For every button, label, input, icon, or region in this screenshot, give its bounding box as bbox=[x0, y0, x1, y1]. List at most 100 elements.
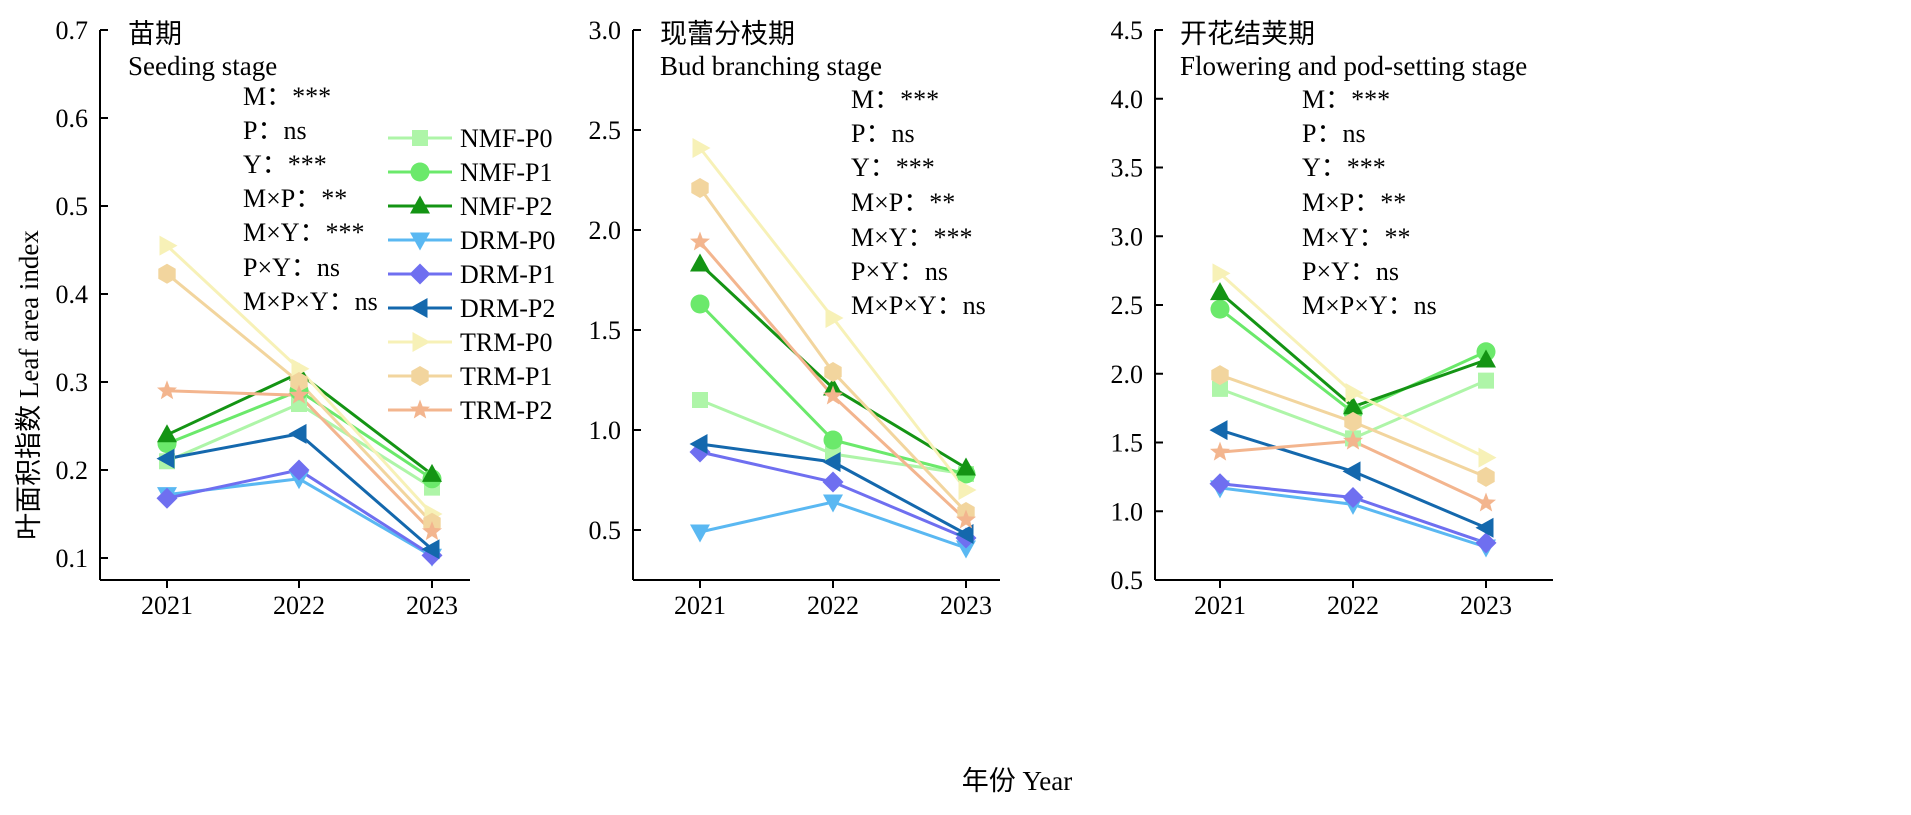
data-point-drm-p0 bbox=[823, 494, 843, 513]
data-point-nmf-p0 bbox=[1478, 372, 1494, 389]
data-point-drm-p1 bbox=[1342, 487, 1364, 508]
x-tick-label: 2021 bbox=[141, 591, 193, 620]
significance-label: P×Y：ns bbox=[1302, 257, 1399, 286]
x-axis-title: 年份 Year bbox=[962, 766, 1073, 796]
data-point-drm-p1 bbox=[1209, 473, 1231, 495]
significance-label: P×Y：ns bbox=[851, 257, 948, 286]
data-point-trm-p1 bbox=[290, 372, 308, 392]
data-point-drm-p1 bbox=[1475, 532, 1497, 554]
y-tick-label: 0.4 bbox=[56, 280, 89, 309]
legend-item-drm-p2: DRM-P2 bbox=[388, 294, 555, 323]
legend: NMF-P0 NMF-P1 NMF-P2 DRM-P0 DRM-P1 DRM-P2 TRM-… bbox=[388, 124, 555, 425]
y-tick-label: 0.5 bbox=[1111, 566, 1144, 595]
legend-label: TRM-P0 bbox=[460, 328, 552, 357]
data-point-trm-p0 bbox=[825, 308, 844, 328]
data-point-trm-p2 bbox=[157, 380, 177, 400]
significance-label: P×Y：ns bbox=[243, 253, 340, 282]
data-point-drm-p1 bbox=[288, 459, 310, 481]
legend-label: DRM-P0 bbox=[460, 226, 555, 255]
x-tick-label: 2023 bbox=[1460, 591, 1512, 620]
significance-label: M×P×Y：ns bbox=[1302, 291, 1437, 320]
legend-marker bbox=[411, 366, 429, 386]
significance-label: P：ns bbox=[851, 119, 915, 148]
y-tick-label: 1.0 bbox=[1111, 497, 1144, 526]
significance-label: M×Y：*** bbox=[243, 218, 365, 247]
data-point-trm-p2 bbox=[1476, 492, 1496, 512]
data-point-drm-p2 bbox=[689, 434, 708, 454]
data-point-trm-p1 bbox=[158, 263, 176, 284]
data-point-drm-p2 bbox=[955, 524, 974, 544]
y-tick-label: 3.0 bbox=[1111, 222, 1144, 251]
series-markers bbox=[1209, 263, 1497, 558]
significance-label: Y：*** bbox=[1302, 153, 1386, 182]
data-point-trm-p1 bbox=[691, 178, 709, 198]
legend-item-trm-p1: TRM-P1 bbox=[388, 362, 552, 391]
data-point-nmf-p2 bbox=[956, 457, 976, 476]
y-axis-title: 叶面积指数 Leaf area index bbox=[14, 230, 44, 540]
data-point-trm-p2 bbox=[289, 384, 309, 404]
legend-item-nmf-p1: NMF-P1 bbox=[388, 158, 552, 187]
y-tick-label: 2.5 bbox=[1111, 291, 1144, 320]
x-tick-label: 2021 bbox=[1194, 591, 1246, 620]
data-point-trm-p1 bbox=[824, 362, 842, 382]
chart-panel-3: 0.5 1.0 1.5 2.0 2.5 3.0 3.5 4.0 4.5 2021 2022 2023 开… bbox=[1111, 16, 1553, 620]
data-point-trm-p2 bbox=[690, 231, 710, 251]
legend-marker bbox=[409, 298, 428, 318]
x-tick-label: 2023 bbox=[940, 591, 992, 620]
data-point-trm-p0 bbox=[692, 138, 711, 158]
data-point-drm-p2 bbox=[1209, 420, 1228, 441]
legend-label: DRM-P1 bbox=[460, 260, 555, 289]
x-tick-label: 2021 bbox=[674, 591, 726, 620]
data-point-trm-p1 bbox=[1477, 466, 1495, 487]
legend-marker bbox=[410, 232, 430, 251]
x-tick-label: 2022 bbox=[807, 591, 859, 620]
chart-panel-1: 0.1 0.2 0.3 0.4 0.5 0.6 0.7 2021 2022 2023 苗期Seedi… bbox=[56, 16, 470, 620]
legend-marker bbox=[412, 130, 428, 146]
data-point-nmf-p2 bbox=[1343, 396, 1363, 415]
data-point-drm-p2 bbox=[822, 452, 841, 472]
legend-label: NMF-P0 bbox=[460, 124, 552, 153]
data-point-nmf-p0 bbox=[692, 392, 708, 408]
y-tick-label: 0.5 bbox=[56, 192, 89, 221]
data-point-trm-p1 bbox=[1211, 365, 1229, 386]
legend-marker bbox=[409, 263, 431, 285]
legend-item-trm-p2: TRM-P2 bbox=[388, 396, 552, 425]
panel-title-en: Bud branching stage bbox=[660, 51, 882, 81]
y-tick-label: 2.5 bbox=[589, 116, 622, 145]
data-point-nmf-p2 bbox=[1210, 282, 1230, 301]
data-point-drm-p0 bbox=[956, 540, 976, 559]
data-point-drm-p0 bbox=[690, 524, 710, 543]
significance-label: M×Y：*** bbox=[851, 223, 973, 252]
significance-label: M×Y：** bbox=[1302, 223, 1411, 252]
significance-label: Y：*** bbox=[851, 153, 935, 182]
data-point-drm-p2 bbox=[1342, 461, 1361, 482]
x-tick-label: 2022 bbox=[1327, 591, 1379, 620]
legend-item-drm-p0: DRM-P0 bbox=[388, 226, 555, 255]
legend-marker bbox=[412, 332, 431, 352]
data-point-trm-p0 bbox=[958, 480, 977, 500]
data-point-trm-p0 bbox=[1345, 383, 1364, 403]
data-point-trm-p1 bbox=[1344, 411, 1362, 432]
significance-label: M×P×Y：ns bbox=[851, 291, 986, 320]
significance-label: M：*** bbox=[243, 82, 331, 111]
significance-label: M×P：** bbox=[1302, 188, 1406, 217]
legend-marker bbox=[410, 399, 430, 419]
y-tick-label: 1.5 bbox=[1111, 429, 1144, 458]
significance-label: M×P×Y：ns bbox=[243, 287, 378, 316]
legend-marker bbox=[410, 195, 430, 214]
data-point-trm-p0 bbox=[159, 235, 178, 256]
x-tick-label: 2022 bbox=[273, 591, 325, 620]
panel-title-cn: 开花结荚期 bbox=[1180, 19, 1315, 49]
y-tick-label: 0.6 bbox=[56, 104, 89, 133]
data-point-nmf-p2 bbox=[422, 463, 442, 482]
y-tick-label: 2.0 bbox=[589, 216, 622, 245]
data-point-drm-p2 bbox=[421, 539, 440, 560]
data-point-nmf-p2 bbox=[1476, 349, 1496, 368]
y-tick-label: 0.7 bbox=[56, 16, 89, 45]
y-tick-label: 0.1 bbox=[56, 544, 89, 573]
panel-title-en: Flowering and pod-setting stage bbox=[1180, 51, 1527, 81]
data-point-trm-p2 bbox=[1343, 430, 1363, 450]
data-point-drm-p1 bbox=[156, 487, 178, 509]
panel-title-cn: 苗期 bbox=[128, 19, 182, 49]
